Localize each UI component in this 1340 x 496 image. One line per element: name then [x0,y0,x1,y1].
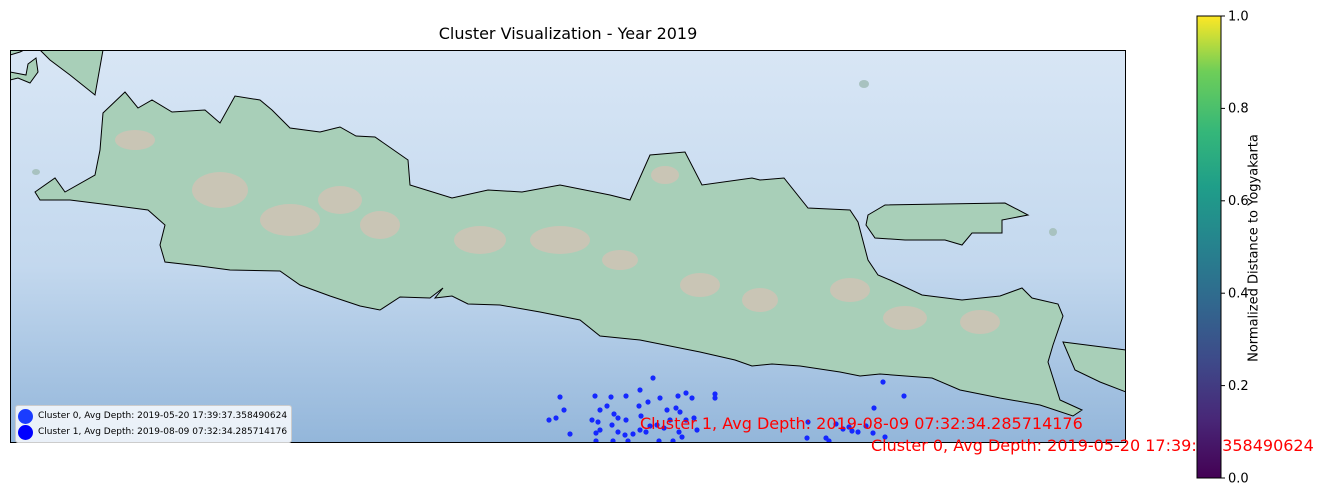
northwest-coast [10,50,104,96]
small-island [32,169,40,175]
colorbar-tick-label: 0.8 [1228,102,1249,117]
colorbar-tick-label: 0.0 [1228,472,1249,487]
legend-item: Cluster 0, Avg Depth: 2019-05-20 17:39:3… [18,408,287,424]
colorbar [1196,15,1222,479]
legend-item: Cluster 1, Avg Depth: 2019-08-09 07:32:3… [18,424,287,440]
java-island [34,91,1084,417]
colorbar-tick-label: 0.6 [1228,194,1249,209]
map-title: Cluster Visualization - Year 2019 [438,24,698,43]
legend: Cluster 0, Avg Depth: 2019-05-20 17:39:3… [15,405,293,443]
cluster0-annotation: Cluster 0, Avg Depth: 2019-05-20 17:39:3… [871,436,1314,455]
legend-marker-cluster1 [18,424,33,440]
colorbar-label: Normalized Distance to Yogyakarta [1246,134,1262,362]
madura-island [865,202,1030,246]
map-area [10,50,1126,443]
map-frame [10,50,1126,443]
legend-label: Cluster 0, Avg Depth: 2019-05-20 17:39:3… [38,411,288,421]
northwest-islet [10,57,39,84]
legend-label: Cluster 1, Avg Depth: 2019-08-09 07:32:3… [38,427,288,437]
colorbar-tick-label: 0.4 [1228,287,1249,302]
colorbar-tick-label: 0.2 [1228,379,1249,394]
colorbar-ticks [1221,15,1225,479]
small-island [1049,228,1057,236]
colorbar-tick-label: 1.0 [1228,10,1249,25]
terrain-relief [115,130,1000,334]
earthquake-points [546,375,907,443]
bali-island [1062,341,1126,393]
cluster1-annotation: Cluster 1, Avg Depth: 2019-08-09 07:32:3… [640,414,1083,433]
small-island [859,80,869,88]
legend-marker-cluster0 [18,408,33,424]
